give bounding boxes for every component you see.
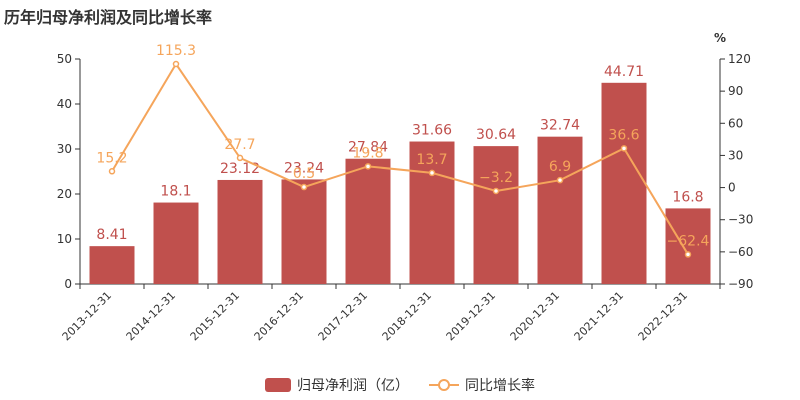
growth-rate-point [172, 60, 180, 68]
bar-data-label: 23.24 [284, 160, 324, 176]
line-data-label: 27.7 [224, 137, 255, 153]
bar [665, 208, 711, 284]
legend-line-label: 同比增长率 [465, 378, 535, 394]
bar-data-label: 44.71 [604, 64, 644, 80]
x-tick-label: 2014-12-31 [124, 289, 178, 343]
line-data-label: 19.8 [352, 145, 383, 161]
line-data-label: 6.9 [549, 159, 571, 175]
x-tick-label: 2013-12-31 [60, 289, 114, 343]
legend-item-line[interactable]: 同比增长率 [429, 375, 535, 395]
legend: 归母净利润（亿） 同比增长率 [0, 374, 800, 396]
x-tick-label: 2019-12-31 [444, 289, 498, 343]
y-right-tick-label: 90 [728, 84, 743, 98]
y-left-tick-label: 50 [57, 52, 72, 66]
bar-data-label: 23.12 [220, 161, 260, 177]
growth-rate-point [620, 145, 628, 152]
y-right-tick-label: −30 [728, 213, 753, 227]
line-data-label: 15.2 [96, 150, 127, 166]
bar [409, 141, 455, 284]
y-left-tick-label: 20 [57, 187, 72, 201]
line-data-label: 0.5 [293, 166, 315, 182]
x-tick-label: 2022-12-31 [636, 289, 690, 343]
legend-line-swatch [429, 378, 459, 392]
y-left-tick-label: 10 [57, 232, 72, 246]
line-data-label: −62.4 [667, 233, 710, 249]
legend-bar-label: 归母净利润（亿） [297, 378, 409, 394]
legend-bar-swatch [265, 378, 291, 392]
y-right-tick-label: 30 [728, 148, 743, 162]
chart-title: 历年归母净利润及同比增长率 [4, 8, 213, 27]
y-right-tick-label: 120 [728, 52, 751, 66]
line-data-label: −3.2 [479, 170, 513, 186]
bar-data-label: 8.41 [96, 227, 127, 243]
bar-data-label: 27.84 [348, 140, 388, 156]
bar [473, 146, 519, 284]
growth-rate-point [556, 176, 564, 184]
bar-data-label: 32.74 [540, 118, 580, 134]
x-tick-label: 2021-12-31 [572, 289, 626, 343]
growth-rate-point [428, 169, 436, 177]
x-tick-label: 2015-12-31 [188, 289, 242, 343]
bar-data-label: 30.64 [476, 127, 516, 143]
bar [345, 158, 391, 284]
line-data-label: 13.7 [416, 152, 447, 168]
y-left-tick-label: 30 [57, 142, 72, 156]
growth-rate-point [492, 187, 500, 195]
x-tick-label: 2017-12-31 [316, 289, 370, 343]
bar [537, 136, 583, 284]
line-data-label: 115.3 [156, 43, 196, 59]
growth-rate-point [300, 183, 308, 191]
bar [153, 202, 199, 284]
x-tick-label: 2020-12-31 [508, 289, 562, 343]
growth-rate-point [684, 251, 692, 258]
growth-rate-point [364, 163, 372, 170]
y-right-tick-label: −90 [728, 277, 753, 291]
bar-data-label: 16.8 [672, 189, 703, 205]
y-right-tick-label: 0 [728, 181, 736, 195]
bar-data-label: 18.1 [160, 184, 191, 200]
y-right-tick-label: 60 [728, 116, 743, 130]
y-left-tick-label: 40 [57, 97, 72, 111]
y-right-unit: % [714, 31, 726, 45]
y-left-tick-label: 0 [64, 277, 72, 291]
bar [281, 179, 327, 284]
bar [89, 246, 135, 284]
y-right-tick-label: −60 [728, 245, 753, 259]
bar [217, 179, 263, 284]
x-tick-label: 2016-12-31 [252, 289, 306, 343]
growth-rate-point [236, 154, 244, 162]
growth-rate-point [108, 168, 116, 175]
bar [601, 82, 647, 285]
line-data-label: 36.6 [608, 127, 639, 143]
bar-data-label: 31.66 [412, 123, 452, 139]
legend-item-bar[interactable]: 归母净利润（亿） [265, 375, 409, 395]
x-tick-label: 2018-12-31 [380, 289, 434, 343]
growth-rate-line [111, 62, 689, 255]
